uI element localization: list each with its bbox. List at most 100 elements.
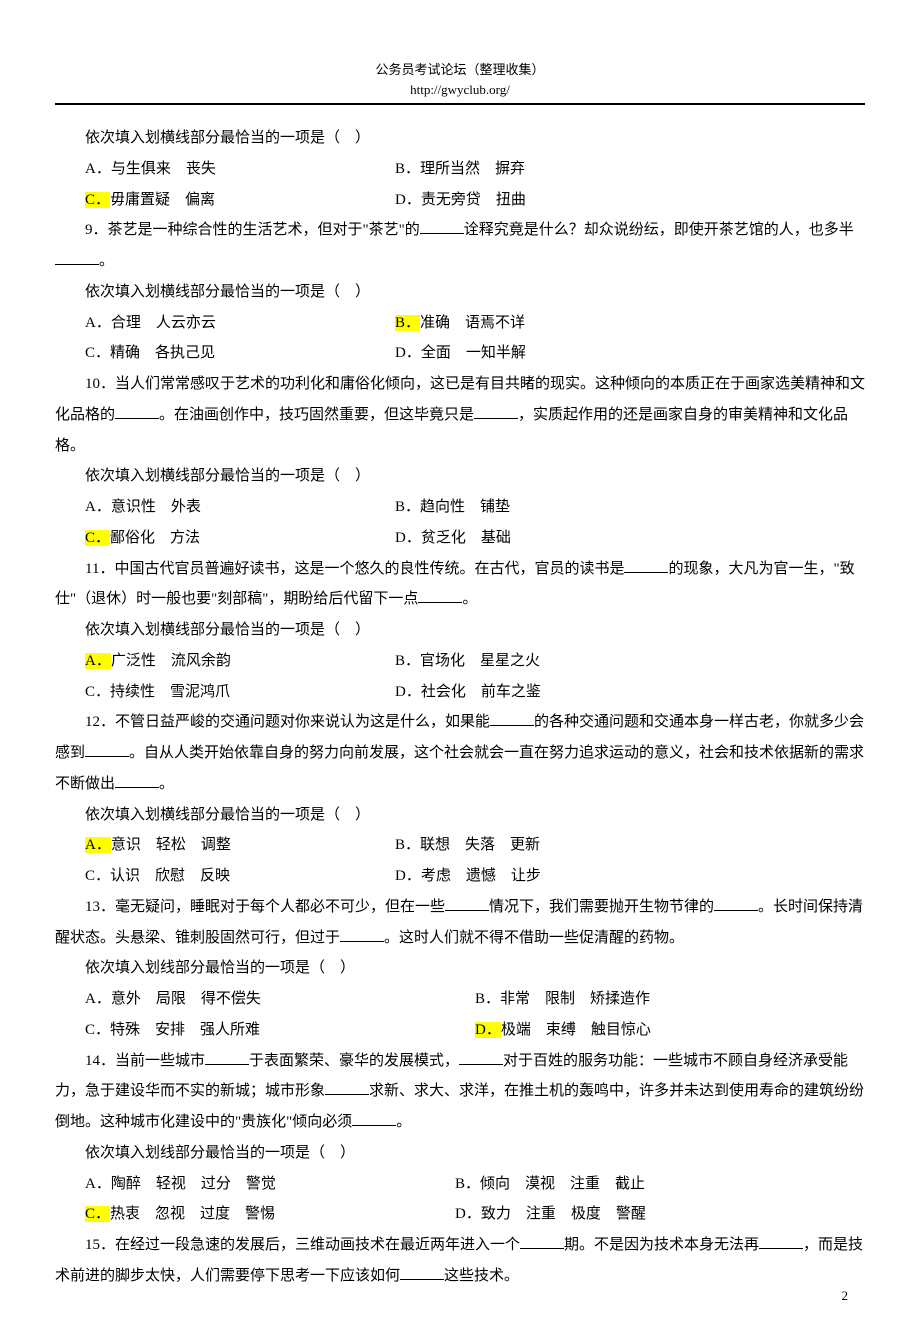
q13-options-row1: A．意外 局限 得不偿失 B．非常 限制 矫揉造作 <box>55 984 865 1015</box>
q12-opt-a-prefix: A． <box>85 837 111 853</box>
q13-options-row2: C．特殊 安排 强人所难 D．极端 束缚 触目惊心 <box>55 1015 865 1046</box>
blank <box>420 219 464 234</box>
q15-stem-2: 期。不是因为技术本身无法再 <box>564 1237 759 1253</box>
q8-prompt: 依次填入划横线部分最恰当的一项是（ ） <box>55 123 865 154</box>
blank <box>520 1234 564 1249</box>
q12-opt-c: C．认识 欣慰 反映 <box>55 861 395 892</box>
q8-opt-d: D．责无旁贷 扭曲 <box>395 185 865 216</box>
q12-stem-4: 。 <box>159 776 174 792</box>
q10-opt-c-prefix: C． <box>85 530 110 546</box>
q9-options-row1: A．合理 人云亦云 B．准确 语焉不详 <box>55 308 865 339</box>
blank <box>490 711 534 726</box>
q9-stem-3: 。 <box>99 253 114 269</box>
q13-opt-d: D．极端 束缚 触目惊心 <box>475 1015 865 1046</box>
blank <box>205 1050 249 1065</box>
q11-opt-a-text: 广泛性 流风余韵 <box>111 653 231 669</box>
blank <box>352 1111 396 1126</box>
q12-prompt: 依次填入划横线部分最恰当的一项是（ ） <box>55 800 865 831</box>
q14-options-row1: A．陶醉 轻视 过分 警觉 B．倾向 漠视 注重 截止 <box>55 1169 865 1200</box>
q13-stem-4: 。这时人们就不得不借助一些促清醒的药物。 <box>384 930 684 946</box>
q8-opt-c-prefix: C． <box>85 192 110 208</box>
q13-stem-2: 情况下，我们需要抛开生物节律的 <box>489 899 714 915</box>
q8-opt-a: A．与生俱来 丧失 <box>55 154 395 185</box>
blank <box>474 404 518 419</box>
q12-stem-1: 12．不管日益严峻的交通问题对你来说认为这是什么，如果能 <box>85 714 490 730</box>
q8-opt-c: C．毋庸置疑 偏离 <box>55 185 395 216</box>
header-rule <box>55 103 865 105</box>
q14-opt-c: C．热衷 忽视 过度 警惕 <box>55 1199 455 1230</box>
q8-options-row1: A．与生俱来 丧失 B．理所当然 摒弃 <box>55 154 865 185</box>
q13-stem: 13．毫无疑问，睡眠对于每个人都必不可少，但在一些 情况下，我们需要抛开生物节律的… <box>55 892 865 954</box>
q10-opt-c: C．鄙俗化 方法 <box>55 523 395 554</box>
q8-opt-c-text: 毋庸置疑 偏离 <box>110 192 215 208</box>
q12-opt-a: A．意识 轻松 调整 <box>55 830 395 861</box>
q10-options-row2: C．鄙俗化 方法 D．贫乏化 基础 <box>55 523 865 554</box>
blank <box>55 250 99 265</box>
q11-opt-a: A．广泛性 流风余韵 <box>55 646 395 677</box>
q14-prompt: 依次填入划线部分最恰当的一项是（ ） <box>55 1138 865 1169</box>
q12-opt-d: D．考虑 遗憾 让步 <box>395 861 865 892</box>
q9-opt-b-prefix: B． <box>395 315 420 331</box>
q9-stem-2: 诠释究竟是什么？却众说纷纭，即使开茶艺馆的人，也多半 <box>464 222 854 238</box>
q11-opt-a-prefix: A． <box>85 653 111 669</box>
q13-stem-1: 13．毫无疑问，睡眠对于每个人都必不可少，但在一些 <box>85 899 445 915</box>
q14-stem-1: 14．当前一些城市 <box>85 1053 205 1069</box>
header-line-2: http://gwyclub.org/ <box>55 80 865 100</box>
q9-prompt: 依次填入划横线部分最恰当的一项是（ ） <box>55 277 865 308</box>
q8-opt-b: B．理所当然 摒弃 <box>395 154 865 185</box>
q11-options-row2: C．持续性 雪泥鸿爪 D．社会化 前车之鉴 <box>55 677 865 708</box>
q13-opt-d-text: 极端 束缚 触目惊心 <box>501 1022 651 1038</box>
q14-opt-d: D．致力 注重 极度 警醒 <box>455 1199 865 1230</box>
blank <box>400 1265 444 1280</box>
q11-opt-d: D．社会化 前车之鉴 <box>395 677 865 708</box>
q11-stem-3: 。 <box>462 591 477 607</box>
q9-stem: 9．茶艺是一种综合性的生活艺术，但对于"茶艺"的 诠释究竟是什么？却众说纷纭，即使… <box>55 215 865 277</box>
q12-stem-3: 。自从人类开始依靠自身的努力向前发展，这个社会就会一直在努力追求运动的意义，社会… <box>55 745 864 792</box>
blank <box>714 896 758 911</box>
blank <box>445 896 489 911</box>
q10-opt-a: A．意识性 外表 <box>55 492 395 523</box>
blank <box>759 1234 803 1249</box>
q11-opt-c: C．持续性 雪泥鸿爪 <box>55 677 395 708</box>
q10-options-row1: A．意识性 外表 B．趋向性 铺垫 <box>55 492 865 523</box>
blank <box>418 588 462 603</box>
q10-prompt: 依次填入划横线部分最恰当的一项是（ ） <box>55 461 865 492</box>
q10-opt-c-text: 鄙俗化 方法 <box>110 530 200 546</box>
q15-stem-4: 这些技术。 <box>444 1268 519 1284</box>
q9-opt-d: D．全面 一知半解 <box>395 338 865 369</box>
document-body: 依次填入划横线部分最恰当的一项是（ ） A．与生俱来 丧失 B．理所当然 摒弃 … <box>55 123 865 1292</box>
q10-stem: 10．当人们常常感叹于艺术的功利化和庸俗化倾向，这已是有目共睹的现实。这种倾向的… <box>55 369 865 461</box>
blank <box>115 404 159 419</box>
header-line-1: 公务员考试论坛（整理收集） <box>55 60 865 80</box>
q9-stem-1: 9．茶艺是一种综合性的生活艺术，但对于"茶艺"的 <box>85 222 420 238</box>
q14-stem-5: 。 <box>396 1114 411 1130</box>
blank <box>459 1050 503 1065</box>
q9-opt-b: B．准确 语焉不详 <box>395 308 865 339</box>
q11-stem: 11．中国古代官员普遍好读书，这是一个悠久的良性传统。在古代，官员的读书是的现象… <box>55 554 865 616</box>
q9-opt-c: C．精确 各执己见 <box>55 338 395 369</box>
q13-opt-b: B．非常 限制 矫揉造作 <box>475 984 865 1015</box>
q13-opt-d-prefix: D． <box>475 1022 501 1038</box>
blank <box>85 742 129 757</box>
q12-opt-b: B．联想 失落 更新 <box>395 830 865 861</box>
blank <box>115 773 159 788</box>
q10-opt-b: B．趋向性 铺垫 <box>395 492 865 523</box>
q11-opt-b: B．官场化 星星之火 <box>395 646 865 677</box>
q8-options-row2: C．毋庸置疑 偏离 D．责无旁贷 扭曲 <box>55 185 865 216</box>
q12-opt-a-text: 意识 轻松 调整 <box>111 837 231 853</box>
q10-opt-d: D．贫乏化 基础 <box>395 523 865 554</box>
q13-opt-a: A．意外 局限 得不偿失 <box>55 984 475 1015</box>
q11-prompt: 依次填入划横线部分最恰当的一项是（ ） <box>55 615 865 646</box>
q14-opt-c-prefix: C． <box>85 1206 110 1222</box>
q14-opt-b: B．倾向 漠视 注重 截止 <box>455 1169 865 1200</box>
q15-stem-1: 15．在经过一段急速的发展后，三维动画技术在最近两年进入一个 <box>85 1237 520 1253</box>
q10-stem-2: 。在油画创作中，技巧固然重要，但这毕竟只是 <box>159 407 474 423</box>
page-number: 2 <box>842 1288 849 1304</box>
q13-prompt: 依次填入划线部分最恰当的一项是（ ） <box>55 953 865 984</box>
q14-opt-c-text: 热衷 忽视 过度 警惕 <box>110 1206 275 1222</box>
blank <box>325 1080 369 1095</box>
q11-stem-1: 11．中国古代官员普遍好读书，这是一个悠久的良性传统。在古代，官员的读书是 <box>85 561 624 577</box>
q12-options-row2: C．认识 欣慰 反映 D．考虑 遗憾 让步 <box>55 861 865 892</box>
q12-stem: 12．不管日益严峻的交通问题对你来说认为这是什么，如果能的各种交通问题和交通本身… <box>55 707 865 799</box>
q9-opt-b-text: 准确 语焉不详 <box>420 315 525 331</box>
